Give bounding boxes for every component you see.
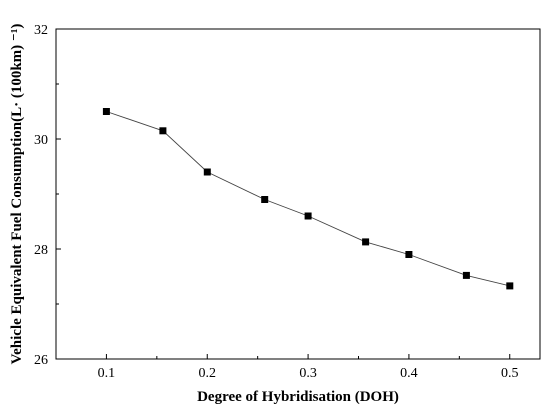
data-point-marker bbox=[159, 127, 167, 135]
data-markers bbox=[102, 108, 514, 290]
x-tick-label: 0.1 bbox=[98, 366, 116, 381]
data-point-marker bbox=[203, 168, 211, 176]
series-line bbox=[106, 111, 510, 287]
data-point-marker bbox=[261, 196, 269, 203]
y-tick-label: 28 bbox=[34, 243, 48, 258]
data-point-marker bbox=[102, 108, 110, 115]
data-point-marker bbox=[462, 271, 470, 279]
y-tick-label: 30 bbox=[34, 133, 48, 148]
data-point-marker bbox=[405, 251, 413, 258]
plot-frame bbox=[55, 28, 541, 360]
x-axis-title: Degree of Hybridisation (DOH) bbox=[197, 389, 399, 405]
x-tick-label: 0.2 bbox=[199, 366, 217, 381]
y-tick-label: 26 bbox=[34, 353, 48, 368]
data-point-marker bbox=[506, 282, 514, 290]
y-tick-label: 32 bbox=[34, 23, 48, 38]
x-tick-label: 0.3 bbox=[299, 366, 317, 381]
y-axis-title: Vehicle Equivalent Fuel Consumption(L· (… bbox=[9, 24, 25, 365]
data-point-marker bbox=[304, 212, 312, 220]
tick-labels: 0.1 0.2 0.3 0.4 0.5 26 28 30 32 bbox=[34, 23, 519, 381]
axis-ticks bbox=[56, 28, 511, 360]
x-tick-label: 0.5 bbox=[501, 366, 519, 381]
data-point-marker bbox=[362, 238, 370, 246]
x-tick-label: 0.4 bbox=[400, 366, 418, 381]
